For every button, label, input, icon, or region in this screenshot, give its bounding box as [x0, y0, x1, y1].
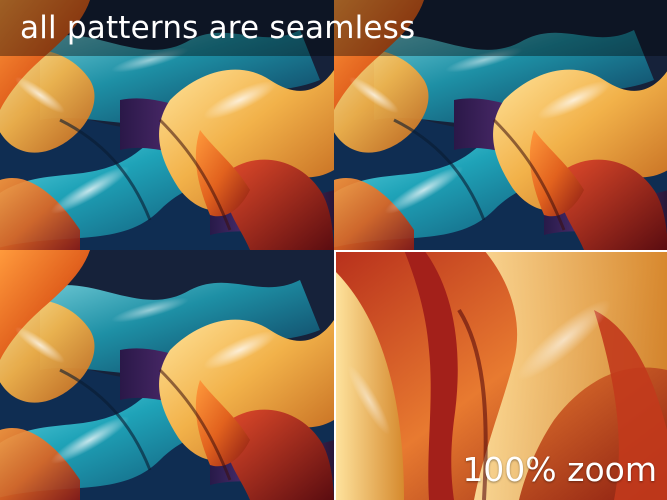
zoom-inset-frame: 100% zoom — [334, 250, 667, 500]
zoom-label: 100% zoom — [462, 450, 657, 489]
zoom-inset-art — [334, 250, 667, 500]
headline-text: all patterns are seamless — [20, 10, 416, 46]
title-banner: all patterns are seamless — [0, 0, 667, 56]
